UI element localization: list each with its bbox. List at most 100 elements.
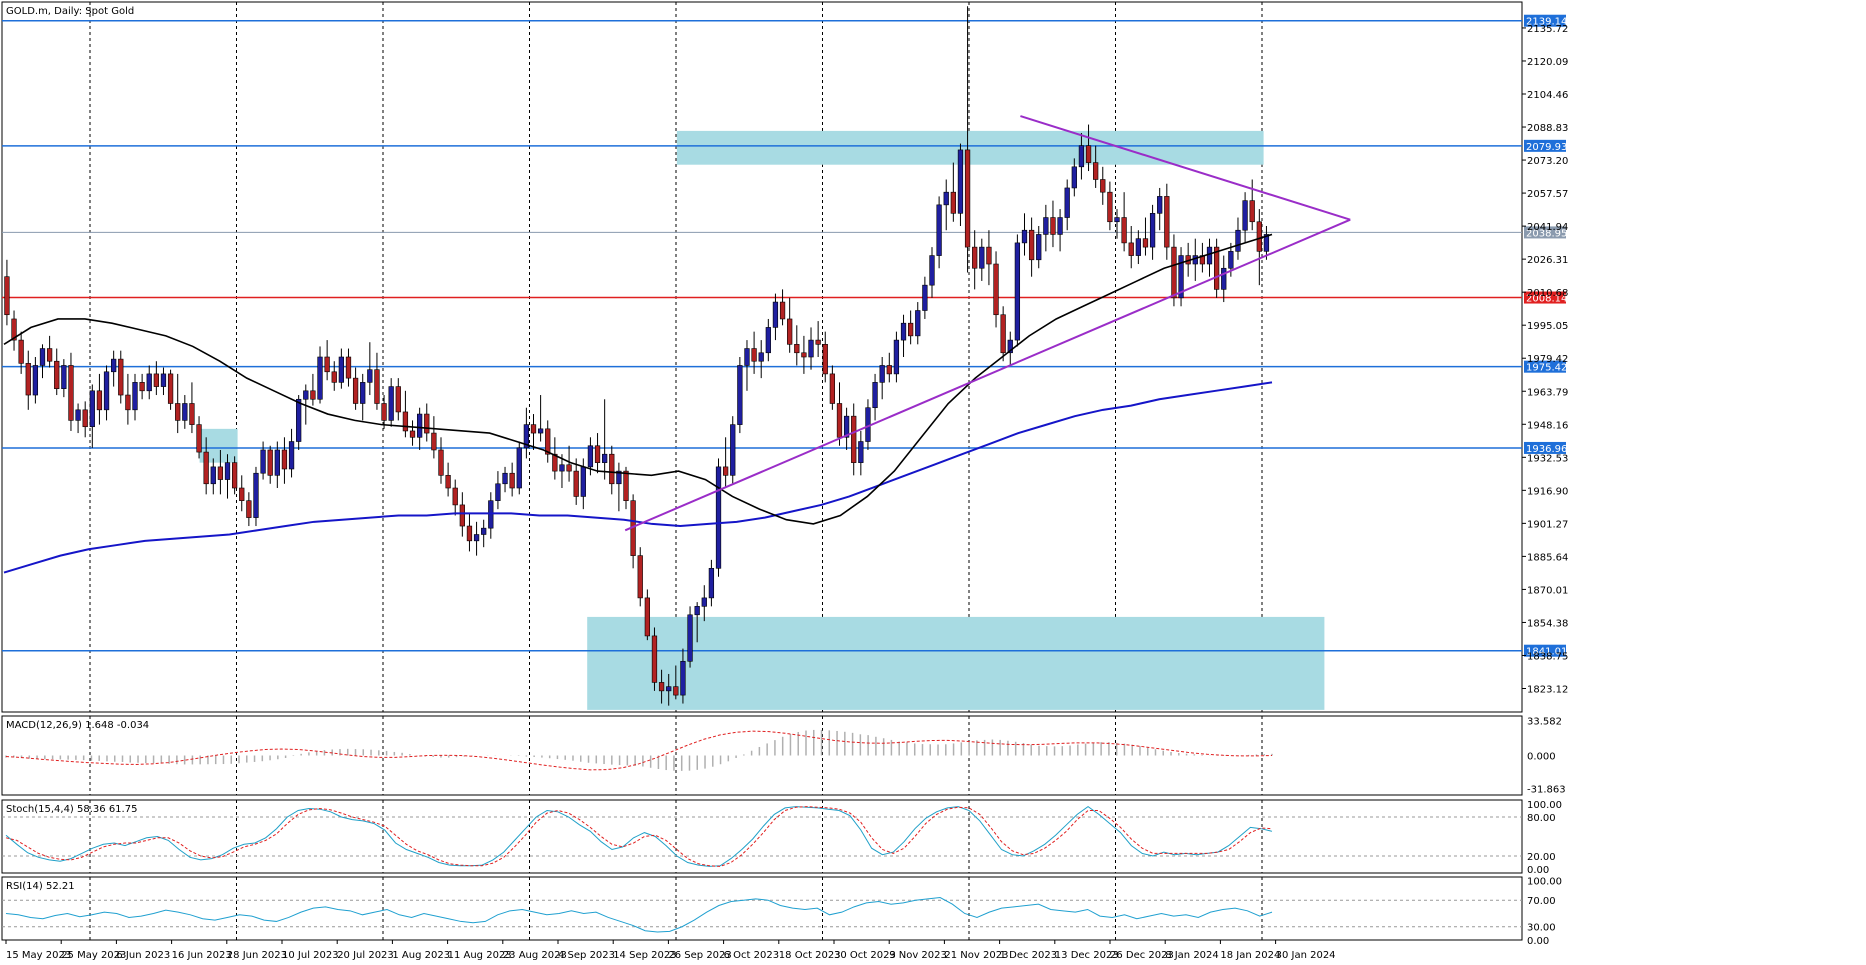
candle-body[interactable] <box>708 568 715 599</box>
candle-body[interactable] <box>338 356 345 383</box>
candle-body[interactable] <box>900 322 907 341</box>
candle-body[interactable] <box>246 500 252 518</box>
candle-body[interactable] <box>915 310 921 337</box>
candle-body[interactable] <box>303 390 309 400</box>
candle-body[interactable] <box>1256 221 1262 252</box>
candle-body[interactable] <box>822 344 828 375</box>
candle-body[interactable] <box>146 373 152 392</box>
candle-body[interactable] <box>1128 242 1134 256</box>
candle-body[interactable] <box>1221 267 1227 290</box>
candle-body[interactable] <box>1157 196 1163 214</box>
candle-body[interactable] <box>929 255 935 286</box>
candle-body[interactable] <box>481 527 487 535</box>
candle-body[interactable] <box>587 445 594 468</box>
candle-body[interactable] <box>559 464 565 472</box>
candle-body[interactable] <box>132 382 138 411</box>
candle-body[interactable] <box>374 369 380 404</box>
candle-body[interactable] <box>125 394 131 411</box>
candle-body[interactable] <box>1050 217 1056 235</box>
ma-fast-line[interactable] <box>3 233 1273 525</box>
candle-body[interactable] <box>395 386 401 413</box>
trendline-0[interactable] <box>624 218 1351 532</box>
candle-body[interactable] <box>196 424 202 453</box>
candle-body[interactable] <box>879 365 885 383</box>
candle-body[interactable] <box>545 428 551 455</box>
candle-body[interactable] <box>1064 187 1070 218</box>
candle-body[interactable] <box>281 449 288 470</box>
rsi-panel[interactable]: 100.00 70.00 30.00 0.00 <box>1 876 1562 947</box>
candle-body[interactable] <box>1100 179 1106 193</box>
candle-body[interactable] <box>1014 242 1021 341</box>
candle-body[interactable] <box>730 424 736 476</box>
candle-body[interactable] <box>523 424 530 449</box>
candle-body[interactable] <box>11 318 17 341</box>
candle-body[interactable] <box>836 403 843 438</box>
candle-body[interactable] <box>182 403 188 421</box>
candle-body[interactable] <box>175 403 181 421</box>
candle-body[interactable] <box>459 504 465 527</box>
candle-body[interactable] <box>296 398 302 442</box>
candle-body[interactable] <box>452 487 458 506</box>
price-panel[interactable]: 2139.14 2079.93 2008.14 1975.42 1936.96 1841.… <box>1 1 1568 713</box>
candle-body[interactable] <box>1164 196 1170 248</box>
candle-body[interactable] <box>673 686 679 696</box>
candle-body[interactable] <box>488 500 494 529</box>
candle-body[interactable] <box>217 466 224 480</box>
candle-body[interactable] <box>75 409 81 421</box>
candle-body[interactable] <box>1142 238 1149 248</box>
candle-body[interactable] <box>1121 217 1127 244</box>
candle-body[interactable] <box>1171 246 1177 299</box>
candle-body[interactable] <box>751 348 757 362</box>
candle-body[interactable] <box>758 352 764 362</box>
candle-body[interactable] <box>950 191 956 214</box>
candle-body[interactable] <box>1007 339 1013 354</box>
candle-body[interactable] <box>972 246 978 269</box>
candle-body[interactable] <box>737 365 743 425</box>
candle-body[interactable] <box>331 371 337 383</box>
candle-body[interactable] <box>54 360 60 389</box>
candle-body[interactable] <box>1178 255 1184 299</box>
candle-body[interactable] <box>25 363 31 396</box>
candle-body[interactable] <box>203 451 209 485</box>
candle-body[interactable] <box>979 246 985 269</box>
candle-body[interactable] <box>893 339 900 375</box>
candle-body[interactable] <box>96 390 103 411</box>
candle-body[interactable] <box>658 682 665 692</box>
candle-body[interactable] <box>139 382 145 392</box>
candle-body[interactable] <box>787 318 793 345</box>
candle-body[interactable] <box>310 390 316 400</box>
candle-body[interactable] <box>530 424 537 434</box>
candle-body[interactable] <box>908 322 914 337</box>
candle-body[interactable] <box>715 466 722 569</box>
candle-body[interactable] <box>1235 229 1241 252</box>
candle-body[interactable] <box>993 263 999 316</box>
candle-body[interactable] <box>18 339 24 364</box>
candle-body[interactable] <box>815 339 821 345</box>
candle-body[interactable] <box>1114 217 1120 223</box>
candle-body[interactable] <box>922 284 928 311</box>
candle-body[interactable] <box>1206 246 1213 265</box>
candle-body[interactable] <box>808 339 814 358</box>
candle-body[interactable] <box>886 365 892 375</box>
candle-body[interactable] <box>68 365 74 421</box>
candle-body[interactable] <box>843 415 850 438</box>
candle-body[interactable] <box>324 356 330 373</box>
candle-body[interactable] <box>964 149 971 248</box>
stoch-panel[interactable]: 100.00 80.00 20.00 0.00 <box>1 799 1562 876</box>
candle-body[interactable] <box>794 344 800 354</box>
candle-body[interactable] <box>61 365 67 389</box>
candle-body[interactable] <box>936 204 942 256</box>
candle-body[interactable] <box>986 246 992 265</box>
macd-panel[interactable]: 33.582 0.000 -31.863 <box>1 715 1566 796</box>
candle-body[interactable] <box>580 466 586 497</box>
candle-body[interactable] <box>801 352 807 358</box>
candle-body[interactable] <box>239 487 245 501</box>
candle-body[interactable] <box>1107 191 1113 223</box>
candle-body[interactable] <box>89 390 95 428</box>
candle-body[interactable] <box>623 470 629 501</box>
candle-body[interactable] <box>1078 145 1085 168</box>
candle-body[interactable] <box>153 373 159 387</box>
candle-body[interactable] <box>943 191 949 206</box>
candle-body[interactable] <box>360 382 366 404</box>
candle-body[interactable] <box>32 365 39 396</box>
